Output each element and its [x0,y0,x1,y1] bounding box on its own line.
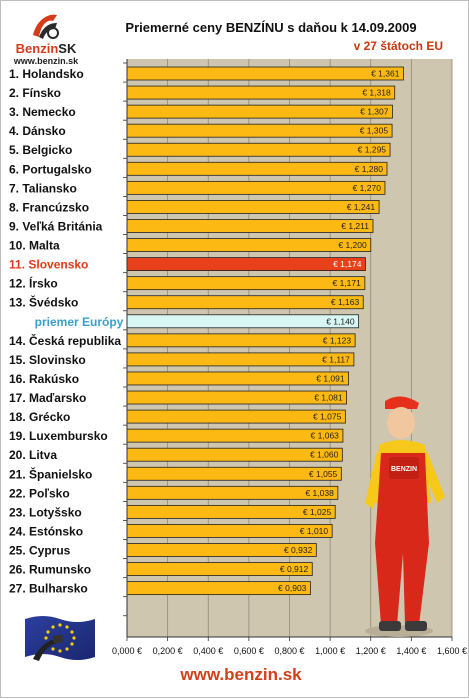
value-label: € 1,280 [355,164,384,174]
svg-text:BENZIN: BENZIN [391,466,417,473]
value-label: € 1,174 [333,259,362,269]
category-label: 22. Poľsko [9,486,70,500]
value-label: € 1,038 [305,488,334,498]
category-label: 24. Estónsko [9,524,83,538]
bar [126,219,374,233]
eu-flag-icon [25,616,95,661]
value-label: € 1,091 [316,373,345,383]
category-label: 27. Bulharsko [9,582,88,596]
category-labels: 1. Holandsko 2. Fínsko 3. Nemecko 4. Dánsko… [9,67,124,596]
value-label: € 1,060 [310,450,339,460]
category-label: priemer Európy [35,315,124,329]
value-label: € 1,241 [347,202,376,212]
bar [126,200,380,214]
x-tick-label: 1,400 € [396,646,426,656]
bar-highlight [126,257,366,272]
x-tick-label: 1,200 € [356,646,386,656]
value-label: € 1,318 [362,88,391,98]
bar [126,104,393,119]
value-label: € 0,912 [280,564,309,574]
value-label: € 1,140 [326,316,355,326]
category-label: 11. Slovensko [9,258,88,272]
bar [126,161,388,176]
category-label: 8. Francúzsko [9,200,89,214]
value-label: € 1,305 [360,126,389,136]
category-label: 9. Veľká Británia [9,219,103,233]
x-axis: 0,000 € 0,200 € 0,400 € 0,600 € 0,800 € 1,000… [112,59,467,656]
x-tick-label: 0,000 € [112,646,142,656]
value-label: € 1,270 [353,183,382,193]
x-tick-label: 0,800 € [274,646,304,656]
value-label: € 1,295 [358,145,387,155]
website-footer[interactable]: www.benzin.sk [180,665,302,684]
value-label: € 0,932 [284,545,313,555]
x-tick-label: 1,000 € [315,646,345,656]
value-label: € 1,163 [331,297,360,307]
category-label: 14. Česká republika [9,333,121,348]
logo-word-main: Benzin [15,41,59,56]
benzin-logo-icon [33,14,59,39]
value-label: € 1,081 [314,393,343,403]
value-label: € 1,063 [311,431,340,441]
value-label: € 1,025 [303,507,332,517]
bar [126,123,393,138]
bar [126,142,391,157]
x-tick-label: 1,600 € [437,646,467,656]
logo-wordmark: BenzinSK [7,41,85,56]
chart-title: Priemerné ceny BENZÍNU s daňou k 14.09.2… [125,20,417,35]
category-label: 2. Fínsko [9,86,61,100]
value-label: € 1,010 [300,526,329,536]
chart-subtitle: v 27 štátoch EU [353,39,443,53]
category-label: 26. Rumunsko [9,563,91,577]
category-label: 25. Cyprus [9,544,71,558]
value-label: € 1,055 [309,469,338,479]
x-tick-label: 0,400 € [193,646,223,656]
category-label: 20. Litva [9,448,57,462]
bar [126,238,372,252]
value-label: € 1,211 [341,221,369,231]
value-label: € 1,075 [313,412,342,422]
category-label: 5. Belgicko [9,143,72,157]
value-label: € 1,171 [332,278,361,288]
category-label: 3. Nemecko [9,105,76,119]
category-label: 23. Lotyšsko [9,505,82,519]
value-label: € 1,307 [360,107,389,117]
bar [126,180,386,195]
fuel-worker-mascot-icon: BENZIN [365,396,445,637]
value-label: € 1,200 [338,240,367,250]
category-label: 18. Grécko [9,410,70,424]
category-label: 16. Rakúsko [9,372,79,386]
category-label: 4. Dánsko [9,124,66,138]
logo-word-suffix: SK [58,41,77,56]
value-label: € 1,123 [323,335,352,345]
value-label: € 1,117 [322,354,350,364]
bar [126,276,366,291]
category-label: 6. Portugalsko [9,162,92,176]
x-tick-label: 0,200 € [153,646,183,656]
value-label: € 1,361 [371,69,400,79]
category-label: 13. Švédsko [9,295,78,310]
category-label: 10. Malta [9,239,60,253]
bars [126,66,404,596]
value-label: € 0,903 [278,583,307,593]
bar-average [126,314,359,329]
category-label: 1. Holandsko [9,67,84,81]
category-label: 7. Taliansko [9,181,77,195]
value-labels: € 1,361 € 1,318 € 1,307 € 1,305 € 1,295 € 1,2… [278,69,400,594]
bar [126,295,364,310]
category-label: 17. Maďarsko [9,391,86,405]
bar [126,85,396,100]
category-label: 21. Španielsko [9,466,92,481]
logo-url: www.benzin.sk [13,56,79,66]
x-tick-label: 0,600 € [234,646,264,656]
bar [126,66,404,81]
category-label: 12. Írsko [9,276,58,291]
category-label: 19. Luxembursko [9,429,108,443]
bar [126,333,356,348]
category-label: 15. Slovinsko [9,353,86,367]
bar [126,352,355,367]
benzin-logo[interactable]: BenzinSK www.benzin.sk [7,9,85,67]
